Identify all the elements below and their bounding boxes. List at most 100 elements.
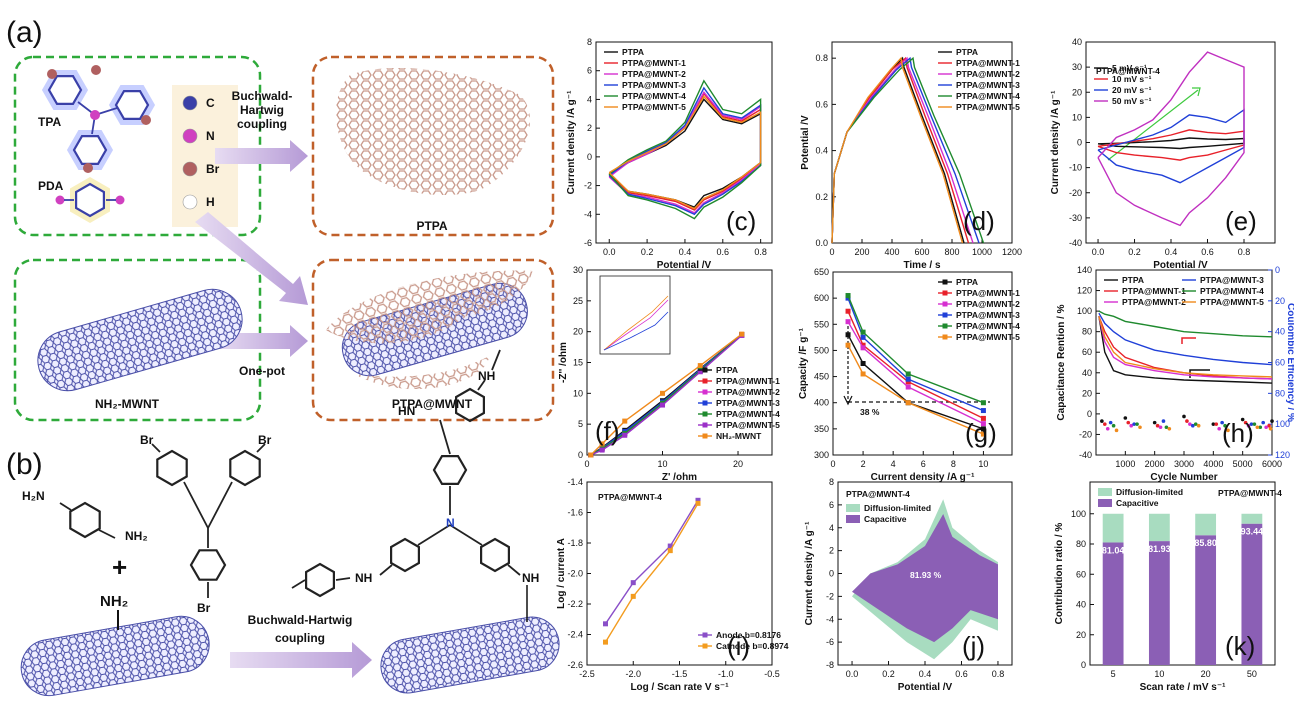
- legend-label: 5 mV s⁻¹: [1112, 63, 1147, 73]
- legend-label: PTPA: [1122, 275, 1144, 285]
- x-tick-label: 2000: [1145, 459, 1165, 469]
- legend-label: Cathode b=0.8974: [716, 641, 789, 651]
- point: [1191, 423, 1195, 428]
- bar-segment: [1195, 513, 1217, 536]
- atom-label: Br: [258, 433, 272, 447]
- bond: [449, 524, 483, 546]
- y-tick-label: 350: [814, 424, 829, 434]
- marker: [667, 548, 673, 554]
- point: [1138, 425, 1142, 430]
- product-label: PTPA: [416, 219, 447, 233]
- y-tick-label: -2: [826, 591, 834, 601]
- y-tick-label: 40: [1072, 37, 1082, 47]
- line: [831, 56, 965, 244]
- y2-tick-label: 100: [1275, 419, 1290, 429]
- ring: [114, 89, 150, 121]
- atom-label: Br: [197, 601, 211, 615]
- point: [1267, 423, 1271, 428]
- y-axis-label: Current density /A g⁻¹: [804, 521, 815, 625]
- point: [1188, 422, 1192, 426]
- marker: [845, 295, 851, 301]
- y-tick-label: 10: [573, 388, 583, 398]
- y2-tick-label: 60: [1275, 358, 1285, 368]
- marker: [905, 400, 911, 406]
- chart: -2.6 -2.4 -2.2 -2.0 -1.8 -1.6 -1.4 -2.5 -2.0 -1.5…: [556, 477, 789, 693]
- y-tick-label: 8: [587, 37, 592, 47]
- marker: [860, 334, 866, 340]
- reaction-label: Buchwald-Hartwig: [248, 613, 353, 627]
- legend-label: PTPA@MWNT-1: [956, 58, 1020, 68]
- atom-swatch: [182, 194, 198, 210]
- x-axis-label: Potential /V: [1153, 260, 1208, 271]
- legend-label: PTPA@MWNT-4: [1200, 286, 1264, 296]
- legend-label: PTPA@MWNT-2: [956, 69, 1020, 79]
- marker: [622, 432, 628, 438]
- point: [1167, 426, 1172, 431]
- arrow: [215, 140, 308, 172]
- ring: [156, 449, 188, 487]
- y-tick-label: -2.6: [567, 660, 583, 670]
- point: [1270, 419, 1274, 423]
- line: [847, 297, 984, 412]
- legend-label: PTPA@MWNT-5: [622, 102, 686, 112]
- legend-marker: [702, 643, 708, 649]
- y-tick-label: -20: [1079, 429, 1092, 439]
- line: [1098, 316, 1273, 380]
- atom-label: Br: [140, 433, 154, 447]
- y-axis-label: Log / current A: [556, 538, 567, 609]
- bar-segment: [1102, 542, 1124, 665]
- x-tick-label: 6: [921, 459, 926, 469]
- reactant-box: [13, 55, 262, 237]
- legend-label: PTPA@MWNT-1: [622, 58, 686, 68]
- panel-b: (b) H₂N NH₂ Br Br Br + NH₂ Buchwald-Hart…: [6, 369, 560, 697]
- bond: [59, 502, 72, 511]
- y-tick-label: -4: [826, 614, 834, 624]
- legend-marker: [702, 378, 708, 384]
- marker: [599, 447, 605, 453]
- marker: [667, 543, 673, 549]
- point: [1249, 422, 1254, 426]
- x-tick-label: 0: [830, 459, 835, 469]
- atom-name: N: [206, 129, 215, 143]
- atom-label: N: [446, 516, 455, 530]
- nanotube: [20, 615, 210, 697]
- x-tick-label: 0.6: [955, 669, 968, 679]
- nanotube-lattice: [380, 617, 560, 693]
- x-tick-label: 20: [1201, 669, 1211, 679]
- point: [1132, 422, 1136, 426]
- x-tick-label: 0.8: [992, 669, 1005, 679]
- marker: [845, 342, 851, 348]
- marker: [697, 369, 703, 375]
- ring: [74, 182, 106, 218]
- y-tick-label: 6: [587, 66, 592, 76]
- point: [1111, 423, 1116, 428]
- x-axis-label: Scan rate / mV s⁻¹: [1140, 682, 1227, 693]
- legend-label: Capacitive: [864, 514, 907, 524]
- point: [1246, 423, 1251, 428]
- nanotube: [380, 616, 560, 694]
- y-tick-label: -6: [826, 637, 834, 647]
- y-tick-label: -8: [826, 660, 834, 670]
- atom: [47, 69, 57, 79]
- legend-label: 10 mV s⁻¹: [1112, 74, 1152, 84]
- legend-marker: [702, 632, 708, 638]
- panel-label: (b): [6, 448, 43, 481]
- panel-label: (i): [727, 631, 750, 661]
- atom-label: NH: [522, 571, 539, 585]
- x-tick-label: -0.5: [764, 669, 780, 679]
- line: [1098, 316, 1273, 380]
- point: [1193, 422, 1198, 426]
- atom-name: Br: [206, 162, 220, 176]
- x-tick-label: 0.6: [717, 247, 730, 257]
- atom-label: NH: [355, 571, 372, 585]
- line: [831, 56, 970, 244]
- x-tick-label: 0.0: [846, 669, 859, 679]
- legend-label: PTPA@MWNT-4: [956, 321, 1020, 331]
- y-tick-label: 10: [1072, 112, 1082, 122]
- legend-marker: [942, 290, 948, 296]
- marker: [980, 415, 986, 421]
- ring: [229, 449, 261, 487]
- y-tick-label: -10: [1069, 163, 1082, 173]
- point: [1129, 423, 1133, 428]
